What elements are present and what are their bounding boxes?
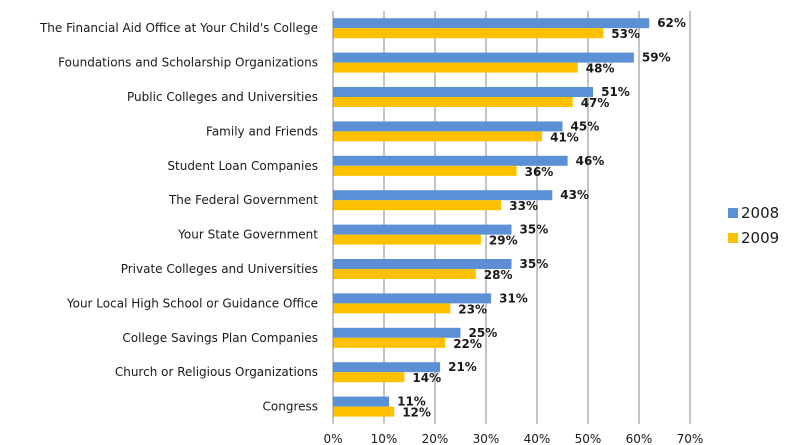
x-tick-label: 70% (677, 432, 704, 445)
bar-2009 (333, 97, 573, 107)
data-label-2008: 31% (499, 291, 528, 305)
legend: 2008 2009 (728, 204, 779, 247)
data-label-2009: 22% (453, 337, 482, 351)
data-labels: 62%53%59%48%51%47%45%41%46%36%43%33%35%2… (397, 16, 686, 419)
data-label-2008: 45% (571, 119, 600, 133)
bar-2009 (333, 200, 502, 211)
data-label-2009: 33% (509, 199, 538, 213)
legend-label-2009: 2009 (741, 229, 779, 247)
category-label: The Federal Government (168, 193, 318, 207)
bar-2009 (333, 131, 543, 142)
bar-2009 (333, 372, 405, 383)
bar-2009 (333, 62, 578, 73)
category-label: Foundations and Scholarship Organization… (58, 56, 318, 70)
data-label-2008: 51% (601, 85, 630, 99)
x-tick-label: 50% (575, 432, 602, 445)
x-tick-label: 40% (524, 432, 551, 445)
data-label-2009: 48% (586, 62, 615, 76)
data-label-2009: 14% (412, 371, 441, 385)
data-label-2008: 25% (469, 326, 498, 340)
x-tick-label: 10% (371, 432, 398, 445)
bar-2009 (333, 28, 604, 39)
data-label-2009: 29% (489, 234, 518, 248)
data-label-2008: 35% (520, 223, 549, 237)
bar-2009 (333, 165, 517, 176)
bar-2008 (333, 52, 634, 63)
bar-2008 (333, 121, 563, 132)
data-label-2009: 23% (458, 302, 487, 316)
data-label-2008: 43% (560, 188, 589, 202)
category-label: Public Colleges and Universities (127, 90, 318, 104)
bars (333, 18, 650, 417)
category-labels: The Financial Aid Office at Your Child's… (39, 21, 318, 413)
category-label: Private Colleges and Universities (121, 262, 318, 276)
data-label-2009: 53% (611, 27, 640, 41)
legend-label-2008: 2008 (741, 204, 779, 222)
category-label: Student Loan Companies (167, 159, 318, 173)
bar-2008 (333, 327, 461, 338)
category-label: The Financial Aid Office at Your Child's… (39, 21, 318, 35)
bar-2008 (333, 18, 650, 29)
x-tick-labels: 0% 10% 20% 30% 40% 50% 60% 70% (323, 432, 703, 445)
category-label: Church or Religious Organizations (115, 365, 318, 379)
category-label: College Savings Plan Companies (122, 331, 318, 345)
bar-2009 (333, 234, 481, 245)
bar-2008 (333, 155, 568, 166)
data-label-2008: 59% (642, 51, 671, 65)
bar-2009 (333, 303, 451, 314)
legend-swatch-2008 (728, 208, 738, 218)
x-tick-label: 60% (626, 432, 653, 445)
data-label-2008: 21% (448, 360, 477, 374)
category-label: Your Local High School or Guidance Offic… (66, 296, 318, 310)
bar-2008 (333, 87, 594, 97)
data-label-2009: 41% (550, 130, 579, 144)
data-label-2008: 62% (657, 16, 686, 30)
x-tick-label: 20% (422, 432, 449, 445)
category-label: Family and Friends (206, 124, 318, 138)
data-label-2008: 35% (520, 257, 549, 271)
category-label: Your State Government (177, 228, 318, 242)
bar-2008 (333, 224, 512, 235)
data-label-2009: 28% (484, 268, 513, 282)
x-tick-label: 30% (473, 432, 500, 445)
legend-swatch-2009 (728, 233, 738, 243)
bar-2009 (333, 337, 446, 348)
bar-2008 (333, 396, 390, 407)
bar-2008 (333, 259, 512, 269)
data-label-2009: 12% (402, 406, 431, 420)
bar-2008 (333, 293, 492, 304)
bar-2008 (333, 362, 441, 373)
bar-2008 (333, 190, 553, 201)
x-tick-label: 0% (323, 432, 342, 445)
gridlines (383, 11, 691, 424)
data-label-2008: 11% (397, 395, 426, 409)
bar-2009 (333, 406, 395, 417)
data-label-2008: 46% (576, 154, 605, 168)
data-label-2009: 47% (581, 96, 610, 110)
bar-2009 (333, 269, 476, 279)
category-label: Congress (263, 400, 319, 414)
data-label-2009: 36% (525, 165, 554, 179)
